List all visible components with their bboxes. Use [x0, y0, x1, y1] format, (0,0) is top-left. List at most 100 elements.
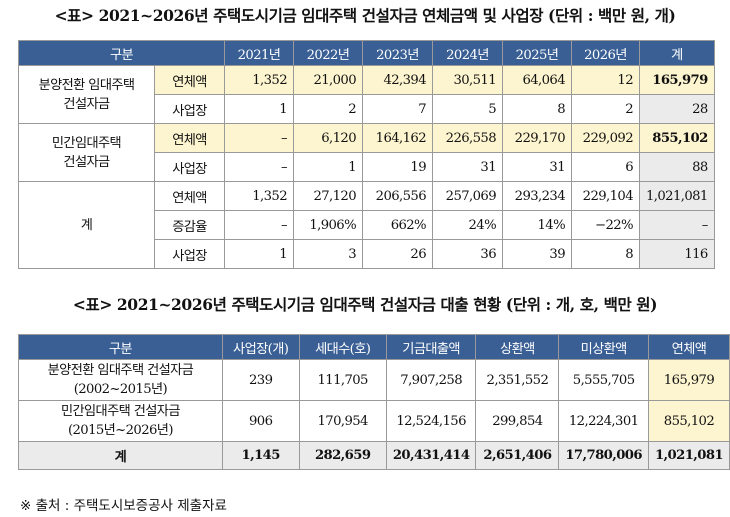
table1-title: <표> 2021~2026년 주택도시기금 임대주택 건설자금 연체금액 및 사…: [54, 6, 676, 25]
row-label: 민간임대주택 건설자금 (2015년~2026년): [18, 400, 223, 442]
header-cell: 2021년: [224, 40, 294, 66]
cell: 2,351,552: [475, 359, 560, 401]
cell: 64,064: [502, 65, 572, 95]
header-cell: 구분: [18, 40, 225, 66]
header-cell: 계: [639, 40, 715, 66]
group-label-text: 계: [80, 217, 93, 233]
cell: 42,394: [362, 65, 433, 95]
table-row: 민간임대주택 건설자금 (2015년~2026년) 906 170,954 12…: [18, 400, 730, 442]
header-cell: 기금대출액: [385, 334, 477, 360]
cell: 1,352: [224, 65, 294, 95]
header-cell: 2026년: [571, 40, 640, 66]
cell: 1,021,081: [647, 441, 730, 470]
cell: 170,954: [298, 400, 387, 442]
table-row: 사업장 1 3 26 36 39 8 116: [19, 239, 715, 269]
cell: 24%: [432, 210, 503, 240]
group-label-text: 분양전환 임대주택 건설자금: [38, 77, 135, 112]
cell: 8: [502, 94, 572, 124]
cell: 31: [432, 152, 503, 182]
header-cell: 2022년: [293, 40, 363, 66]
cell: 2: [293, 94, 363, 124]
cell: 8: [571, 239, 640, 269]
cell: –: [224, 123, 294, 153]
cell: 30,511: [432, 65, 503, 95]
group-label: 분양전환 임대주택 건설자금: [18, 65, 155, 124]
cell: 36: [432, 239, 503, 269]
cell: −22%: [571, 210, 640, 240]
row-label: 사업장: [154, 239, 225, 269]
total-cell: 1,021,081: [639, 181, 715, 211]
total-cell: 28: [639, 94, 715, 124]
table-row: 민간임대주택 건설자금 연체액 – 6,120 164,162 226,558 …: [18, 123, 715, 182]
cell: 19: [362, 152, 433, 182]
table2-title: <표> 2021~2026년 주택도시기금 임대주택 건설자금 대출 현황 (단…: [72, 295, 658, 314]
table-row: 계 연체액 1,352 27,120 206,556 257,069 293,2…: [18, 181, 715, 269]
cell: 1: [224, 239, 294, 269]
overdue-table: 구분 2021년 2022년 2023년 2024년 2025년 2026년 계…: [18, 40, 715, 269]
cell: 39: [502, 239, 572, 269]
cell: 662%: [362, 210, 433, 240]
row-label: 사업장: [154, 152, 225, 182]
header-cell: 사업장(개): [221, 334, 300, 360]
cell: 5: [432, 94, 503, 124]
row-label-text: 민간임대주택 건설자금 (2015년~2026년): [60, 404, 181, 438]
cell: 906: [221, 400, 300, 442]
cell: 12,224,301: [558, 400, 649, 442]
header-cell: 2024년: [432, 40, 503, 66]
header-cell: 2025년: [502, 40, 572, 66]
loan-table: 구분 사업장(개) 세대수(호) 기금대출액 상환액 미상환액 연체액 분양전환…: [18, 334, 730, 470]
cell: 229,170: [502, 123, 572, 153]
cell: 17,780,006: [558, 441, 649, 470]
cell: 3: [293, 239, 363, 269]
cell: –: [224, 210, 294, 240]
total-cell: 165,979: [639, 65, 715, 95]
group-label: 민간임대주택 건설자금: [18, 123, 155, 182]
cell: 1: [293, 152, 363, 182]
cell: 229,092: [571, 123, 640, 153]
row-label: 계: [18, 441, 223, 470]
table-row: 사업장 – 1 19 31 31 6 88: [19, 152, 715, 182]
cell: 239: [221, 359, 300, 401]
cell: 6,120: [293, 123, 363, 153]
row-label: 연체액: [154, 123, 225, 153]
group-label-text: 민간임대주택 건설자금: [51, 135, 122, 170]
cell: 6: [571, 152, 640, 182]
cell: 1,145: [221, 441, 300, 470]
group-label: 계: [18, 181, 155, 269]
cell: 26: [362, 239, 433, 269]
cell: 1,352: [224, 181, 294, 211]
row-label: 사업장: [154, 94, 225, 124]
cell: 12,524,156: [385, 400, 477, 442]
cell: 27,120: [293, 181, 363, 211]
row-label-text: 분양전환 임대주택 건설자금 (2002~2015년): [47, 363, 194, 397]
cell: 282,659: [298, 441, 387, 470]
source-note: ※ 출처 : 주택도시보증공사 제출자료: [20, 498, 227, 514]
header-cell: 연체액: [647, 334, 730, 360]
cell: 1,906%: [293, 210, 363, 240]
table-row: 분양전환 임대주택 건설자금 (2002~2015년) 239 111,705 …: [18, 359, 730, 401]
cell: 7: [362, 94, 433, 124]
cell: 299,854: [475, 400, 560, 442]
cell: 293,234: [502, 181, 572, 211]
header-cell: 세대수(호): [298, 334, 387, 360]
overdue-cell: 855,102: [647, 400, 730, 442]
total-cell: 855,102: [639, 123, 715, 153]
total-row: 계 1,145 282,659 20,431,414 2,651,406 17,…: [18, 441, 730, 470]
cell: 5,555,705: [558, 359, 649, 401]
header-cell: 상환액: [475, 334, 560, 360]
row-label: 분양전환 임대주택 건설자금 (2002~2015년): [18, 359, 223, 401]
table2-header-row: 구분 사업장(개) 세대수(호) 기금대출액 상환액 미상환액 연체액: [18, 334, 730, 360]
cell: 164,162: [362, 123, 433, 153]
header-cell: 미상환액: [558, 334, 649, 360]
total-cell: –: [639, 210, 715, 240]
cell: 21,000: [293, 65, 363, 95]
overdue-cell: 165,979: [647, 359, 730, 401]
cell: –: [224, 152, 294, 182]
cell: 7,907,258: [385, 359, 477, 401]
cell: 2: [571, 94, 640, 124]
total-cell: 116: [639, 239, 715, 269]
cell: 14%: [502, 210, 572, 240]
header-cell: 구분: [18, 334, 223, 360]
header-cell: 2023년: [362, 40, 433, 66]
cell: 229,104: [571, 181, 640, 211]
